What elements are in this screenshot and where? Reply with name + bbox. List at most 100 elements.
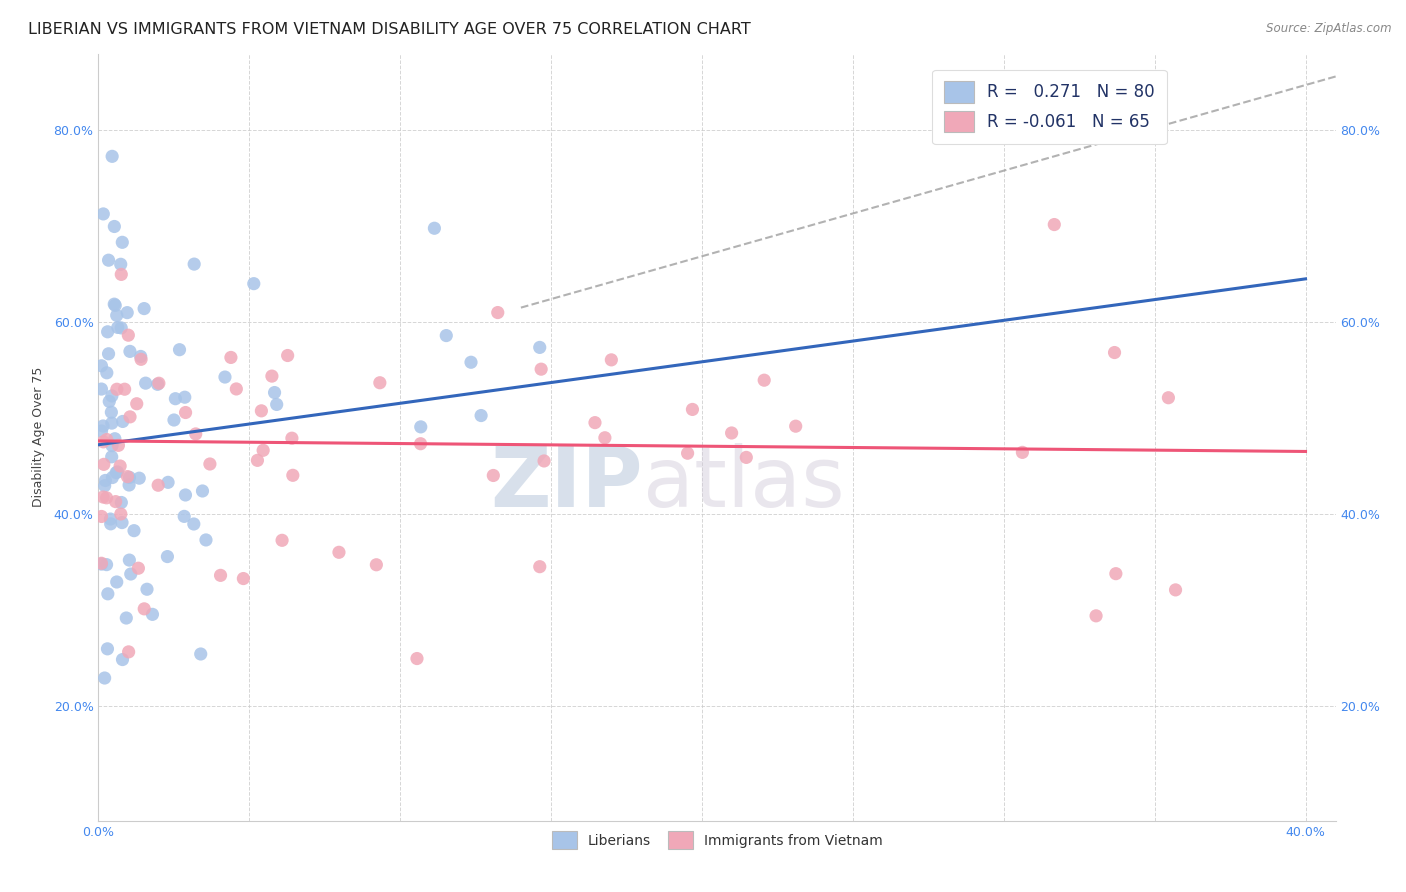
Point <box>530 362 553 376</box>
Point <box>111 652 134 666</box>
Point <box>101 470 124 484</box>
Point <box>1011 445 1033 459</box>
Point <box>136 582 159 597</box>
Point <box>96 366 118 380</box>
Point <box>91 490 114 504</box>
Point <box>406 651 429 665</box>
Point <box>115 611 138 625</box>
Point <box>1157 391 1180 405</box>
Point <box>243 277 266 291</box>
Point <box>115 305 138 319</box>
Point <box>735 450 758 465</box>
Point <box>100 405 122 419</box>
Point <box>118 553 141 567</box>
Point <box>96 433 118 447</box>
Point <box>97 325 120 339</box>
Text: atlas: atlas <box>643 442 845 524</box>
Point <box>118 478 141 492</box>
Point <box>529 340 551 354</box>
Point <box>90 359 112 373</box>
Point <box>141 607 163 622</box>
Point <box>103 297 125 311</box>
Point <box>101 439 124 453</box>
Point <box>252 443 274 458</box>
Point <box>328 545 350 559</box>
Point <box>110 257 132 271</box>
Point <box>219 351 242 365</box>
Point <box>366 558 388 572</box>
Point <box>90 556 112 570</box>
Point <box>232 572 254 586</box>
Point <box>157 475 180 490</box>
Y-axis label: Disability Age Over 75: Disability Age Over 75 <box>32 367 45 508</box>
Point <box>90 382 112 396</box>
Point <box>104 494 127 508</box>
Point <box>117 328 139 343</box>
Point <box>266 397 288 411</box>
Point <box>97 587 120 601</box>
Legend: Liberians, Immigrants from Vietnam: Liberians, Immigrants from Vietnam <box>544 824 890 856</box>
Point <box>90 557 112 571</box>
Point <box>93 434 115 449</box>
Point <box>676 446 699 460</box>
Point <box>101 149 124 163</box>
Point <box>96 491 118 505</box>
Point <box>184 426 207 441</box>
Point <box>533 454 555 468</box>
Point <box>409 436 432 450</box>
Point <box>101 416 124 430</box>
Point <box>250 404 273 418</box>
Point <box>90 509 112 524</box>
Point <box>434 328 457 343</box>
Point <box>148 376 170 391</box>
Point <box>104 432 127 446</box>
Point <box>129 350 152 364</box>
Point <box>754 373 776 387</box>
Point <box>93 458 115 472</box>
Point <box>163 413 186 427</box>
Point <box>108 458 131 473</box>
Point <box>183 257 205 271</box>
Point <box>111 235 134 250</box>
Point <box>460 355 482 369</box>
Point <box>134 301 156 316</box>
Point <box>91 207 114 221</box>
Point <box>97 347 120 361</box>
Point <box>529 559 551 574</box>
Point <box>169 343 191 357</box>
Point <box>281 468 304 483</box>
Point <box>104 298 127 312</box>
Point <box>191 483 214 498</box>
Point <box>105 574 128 589</box>
Point <box>156 549 179 564</box>
Point <box>174 405 197 419</box>
Point <box>281 431 304 445</box>
Point <box>97 253 120 268</box>
Point <box>785 419 807 434</box>
Text: LIBERIAN VS IMMIGRANTS FROM VIETNAM DISABILITY AGE OVER 75 CORRELATION CHART: LIBERIAN VS IMMIGRANTS FROM VIETNAM DISA… <box>28 22 751 37</box>
Point <box>600 352 623 367</box>
Point <box>486 305 509 319</box>
Point <box>117 469 139 483</box>
Point <box>1105 566 1128 581</box>
Point <box>91 419 114 434</box>
Point <box>183 516 205 531</box>
Point <box>246 453 269 467</box>
Point <box>98 394 121 409</box>
Point <box>277 349 299 363</box>
Point <box>110 507 132 521</box>
Point <box>93 671 115 685</box>
Point <box>225 382 247 396</box>
Point <box>165 392 187 406</box>
Point <box>134 602 156 616</box>
Point <box>111 414 134 428</box>
Point <box>194 533 217 547</box>
Point <box>260 369 283 384</box>
Point <box>1164 582 1187 597</box>
Point <box>105 382 128 396</box>
Point <box>107 465 129 479</box>
Point <box>114 382 136 396</box>
Point <box>100 516 122 531</box>
Point <box>482 468 505 483</box>
Point <box>174 488 197 502</box>
